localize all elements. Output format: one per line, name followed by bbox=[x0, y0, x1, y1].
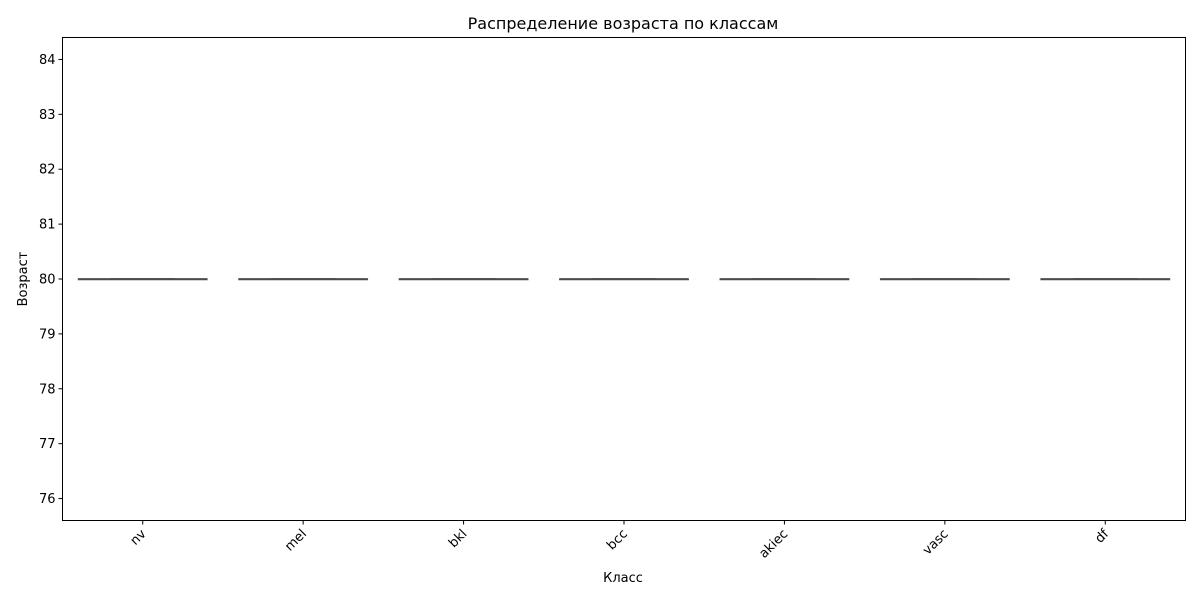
y-tick-label: 78 bbox=[39, 382, 56, 397]
x-tick-label: akiec bbox=[756, 527, 791, 562]
y-tick-label: 79 bbox=[39, 327, 56, 342]
box-bcc bbox=[559, 278, 689, 281]
x-axis-label: Класс bbox=[603, 571, 643, 586]
x-tick-label: mel bbox=[282, 527, 310, 555]
box-series bbox=[77, 278, 1171, 281]
box-vasc bbox=[879, 278, 1010, 281]
x-tick-label: nv bbox=[128, 527, 150, 549]
y-tick-label: 80 bbox=[39, 273, 56, 288]
x-tick-label: bkl bbox=[446, 527, 470, 551]
x-tick-label: df bbox=[1092, 526, 1112, 546]
y-tick-label: 82 bbox=[39, 163, 56, 178]
y-tick-label: 76 bbox=[39, 492, 56, 507]
box-df bbox=[1040, 278, 1171, 281]
x-tick-label: vasc bbox=[920, 527, 952, 559]
plot-area-frame bbox=[62, 37, 1186, 521]
chart-title: Распределение возраста по классам bbox=[468, 14, 779, 33]
box-bkl bbox=[398, 278, 529, 281]
axis-ticks: 76 77 78 79 80 81 82 83 84 nv mel bkl bcc akiec vasc df bbox=[39, 53, 1112, 562]
box-akiec bbox=[719, 278, 850, 281]
y-axis-label: Возраст bbox=[16, 251, 31, 306]
x-tick-label: bcc bbox=[604, 527, 631, 554]
box-nv bbox=[77, 278, 208, 281]
y-tick-label: 84 bbox=[39, 53, 56, 68]
y-tick-label: 77 bbox=[39, 437, 56, 452]
y-tick-label: 81 bbox=[39, 218, 56, 233]
box-mel bbox=[238, 278, 369, 281]
y-tick-label: 83 bbox=[39, 108, 56, 123]
